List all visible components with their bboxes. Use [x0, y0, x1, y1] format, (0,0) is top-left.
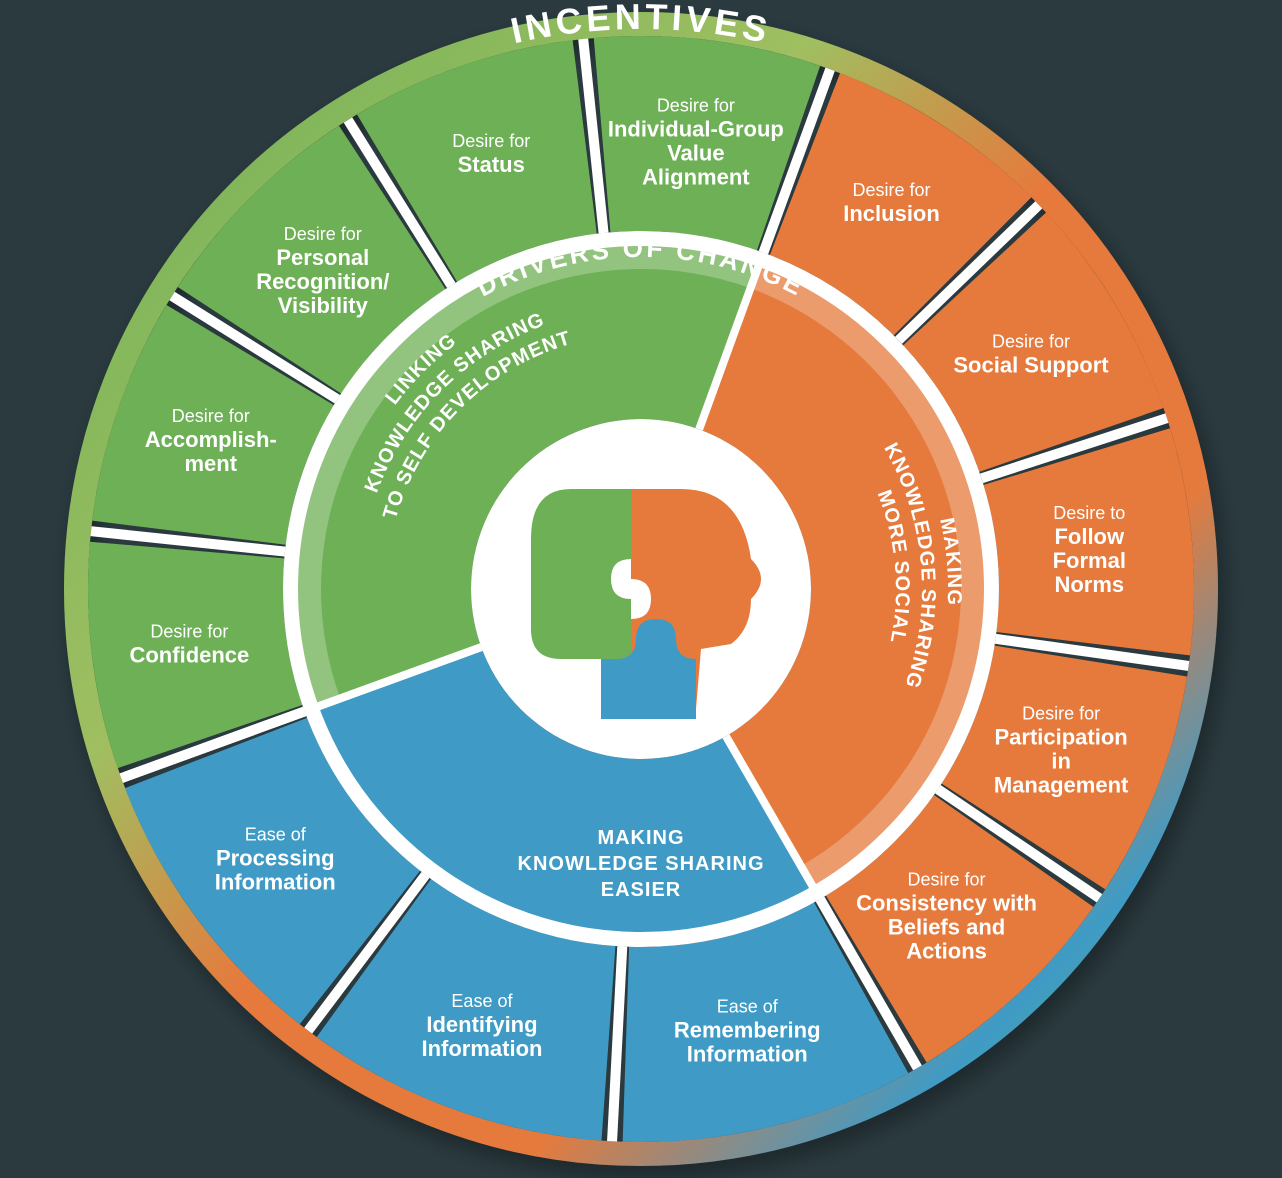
incentives-wheel: Desire forIndividual-GroupValueAlignment…: [0, 0, 1282, 1178]
segment-label-1: Desire forStatus: [452, 131, 530, 177]
segment-label-7: Desire toFollowFormalNorms: [1053, 503, 1126, 597]
segment-label-5: Desire forInclusion: [843, 180, 940, 226]
segment-divider: [612, 947, 622, 1142]
